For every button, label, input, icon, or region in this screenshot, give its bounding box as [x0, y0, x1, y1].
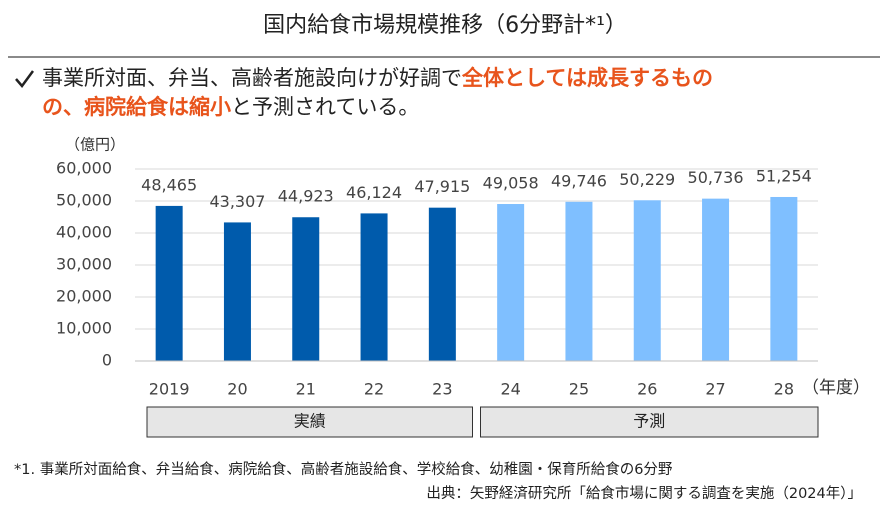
value-label: 51,254: [756, 166, 812, 185]
bar: [223, 222, 251, 361]
bar: [497, 204, 525, 361]
bar: [770, 196, 798, 361]
value-label: 46,124: [346, 183, 402, 202]
y-tick-label: 50,000: [56, 191, 112, 210]
bar: [565, 201, 593, 361]
x-tick-label: 23: [432, 380, 452, 399]
chart-title: 国内給食市場規模推移（6分野計*¹）: [263, 13, 627, 38]
x-tick-label: 28: [774, 380, 794, 399]
bar: [360, 213, 388, 361]
bar: [428, 207, 456, 361]
legend-box: [146, 406, 473, 438]
x-tick-label: 26: [637, 380, 657, 399]
y-tick-label: 20,000: [56, 287, 112, 306]
value-label: 47,915: [414, 177, 470, 196]
check-icon: [15, 70, 35, 89]
value-label: 50,229: [619, 170, 675, 189]
x-tick-label: 22: [364, 380, 384, 399]
headline-segment: の、病院給食は縮小: [42, 95, 231, 119]
legend-box: [480, 406, 819, 438]
bar: [702, 198, 730, 361]
x-axis-label: （年度）: [802, 378, 870, 398]
headline-segment: と予測されている。: [231, 95, 419, 119]
value-label: 43,307: [209, 192, 265, 211]
value-label: 50,736: [688, 168, 744, 187]
x-tick-label: 2019: [149, 380, 190, 399]
headline-line: 事業所対面、弁当、高齢者施設向けが好調で全体としては成長するもの: [42, 66, 713, 90]
y-tick-label: 0: [102, 351, 112, 370]
x-tick-label: 25: [569, 380, 589, 399]
y-tick-label: 10,000: [56, 319, 112, 338]
bar: [155, 205, 183, 361]
legend-label: 予測: [633, 412, 665, 431]
source: 出典：矢野経済研究所「給食市場に関する調査を実施（2024年）」: [426, 485, 862, 502]
headline-segment: 全体としては成長するもの: [461, 66, 713, 90]
y-tick-label: 40,000: [56, 223, 112, 242]
y-axis-label: （億円）: [65, 136, 125, 154]
bar: [292, 217, 320, 361]
x-tick-label: 24: [500, 380, 520, 399]
footnote: *1. 事業所対面給食、弁当給食、病院給食、高齢者施設給食、学校給食、幼稚園・保…: [14, 461, 673, 478]
y-tick-label: 30,000: [56, 255, 112, 274]
headline-line: の、病院給食は縮小と予測されている。: [42, 95, 419, 119]
bar: [633, 200, 661, 361]
value-label: 48,465: [141, 175, 197, 194]
x-tick-label: 27: [705, 380, 725, 399]
headline-segment: 事業所対面、弁当、高齢者施設向けが好調で: [42, 66, 462, 90]
value-label: 49,746: [551, 171, 607, 190]
x-tick-label: 21: [296, 380, 316, 399]
y-tick-label: 60,000: [56, 159, 112, 178]
value-label: 44,923: [278, 187, 334, 206]
value-label: 49,058: [483, 174, 539, 193]
x-tick-label: 20: [227, 380, 247, 399]
legend-label: 実績: [294, 412, 326, 431]
